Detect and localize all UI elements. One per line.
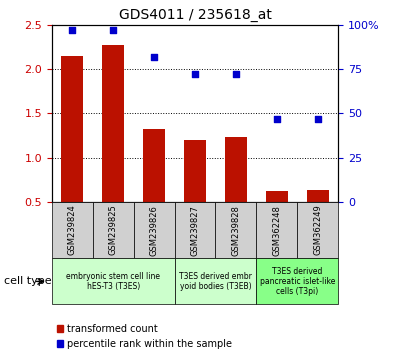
Text: GSM362248: GSM362248 <box>272 205 281 256</box>
Text: GSM362249: GSM362249 <box>313 205 322 256</box>
Bar <box>52 202 93 258</box>
Bar <box>297 202 338 258</box>
Bar <box>215 202 256 258</box>
Text: T3ES derived embr
yoid bodies (T3EB): T3ES derived embr yoid bodies (T3EB) <box>179 272 252 291</box>
Point <box>151 54 157 59</box>
Text: embryonic stem cell line
hES-T3 (T3ES): embryonic stem cell line hES-T3 (T3ES) <box>66 272 160 291</box>
Text: GSM239827: GSM239827 <box>191 205 199 256</box>
Bar <box>256 258 338 304</box>
Point <box>69 27 75 33</box>
Bar <box>175 258 256 304</box>
Point <box>274 116 280 121</box>
Bar <box>52 258 175 304</box>
Text: T3ES derived
pancreatic islet-like
cells (T3pi): T3ES derived pancreatic islet-like cells… <box>259 267 335 296</box>
Bar <box>61 56 84 246</box>
Bar <box>306 190 329 246</box>
Point <box>110 27 116 33</box>
Title: GDS4011 / 235618_at: GDS4011 / 235618_at <box>119 8 271 22</box>
Text: GSM239828: GSM239828 <box>232 205 240 256</box>
Text: GSM239826: GSM239826 <box>150 205 158 256</box>
Bar <box>102 45 125 246</box>
Bar <box>143 129 165 246</box>
Bar <box>265 191 288 246</box>
Bar <box>93 202 134 258</box>
Text: cell type: cell type <box>4 276 52 286</box>
Bar <box>134 202 175 258</box>
Bar <box>256 202 297 258</box>
Legend: transformed count, percentile rank within the sample: transformed count, percentile rank withi… <box>57 324 232 349</box>
Bar <box>184 140 206 246</box>
Text: GSM239825: GSM239825 <box>109 205 118 256</box>
Point <box>315 116 321 121</box>
Point <box>192 72 198 77</box>
Text: GSM239824: GSM239824 <box>68 205 77 256</box>
Bar <box>225 137 247 246</box>
Point <box>233 72 239 77</box>
Bar <box>175 202 215 258</box>
